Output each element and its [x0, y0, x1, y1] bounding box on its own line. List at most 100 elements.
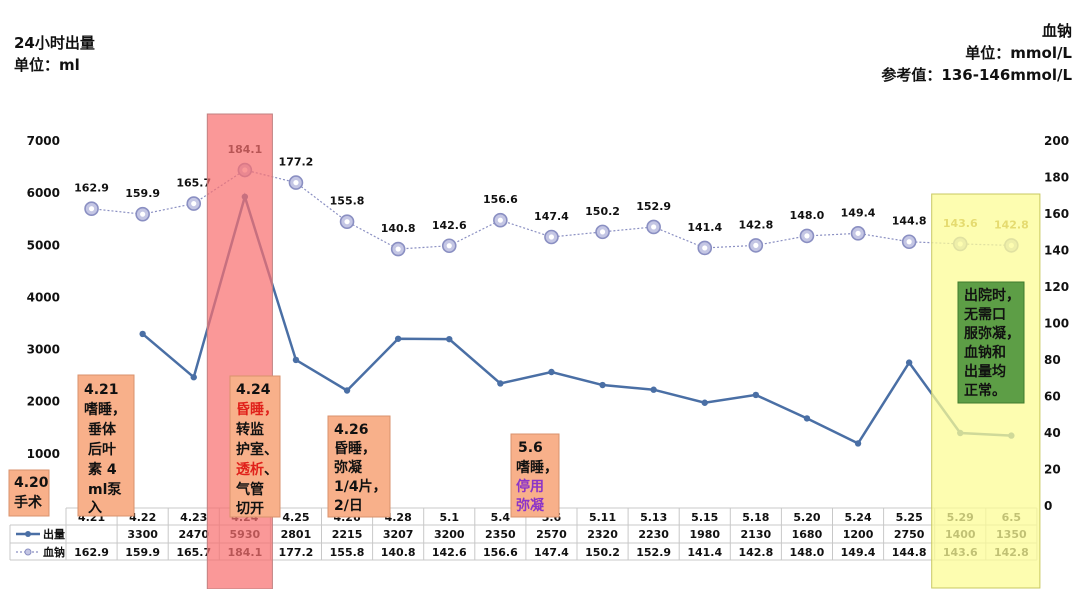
note-5-6: 5.6 嗜睡， 停用 弥凝: [510, 433, 560, 518]
table-cell: 141.4: [687, 546, 722, 559]
output-point: [497, 380, 504, 387]
sodium-data-label: 159.9: [125, 187, 160, 200]
left-axis-tick-label: 2000: [27, 395, 60, 409]
left-axis-unit: 单位：ml: [14, 56, 80, 74]
note-discharge-line: 血钠和: [964, 344, 1006, 361]
legend-marker-sodium: [24, 548, 32, 556]
sodium-point-core: [548, 234, 555, 240]
output-point: [650, 386, 657, 393]
x-axis-tick-label: 5.18: [742, 511, 769, 524]
note-4-26-line: 弥凝: [334, 459, 363, 476]
x-axis-tick-label: 4.25: [282, 511, 309, 524]
note-discharge-line: 出量均: [964, 363, 1006, 380]
note-4-20-text: 手术: [14, 494, 42, 511]
table-cell: 142.6: [432, 546, 467, 559]
note-4-21: 4.21 嗜睡， 垂体 后叶 素 4 ml泵 入: [77, 374, 135, 517]
output-point: [752, 391, 760, 399]
note-4-24-date: 4.24: [236, 382, 271, 398]
sodium-point-core: [855, 230, 861, 236]
table-cell: 1980: [689, 528, 720, 541]
sodium-point-core: [88, 206, 95, 212]
note-discharge-line: 服弥凝，: [964, 325, 1020, 342]
right-axis-title: 血钠: [1042, 22, 1072, 40]
output-point: [139, 330, 146, 338]
highlight-4-24: [206, 113, 273, 590]
table-cell: 1200: [843, 528, 874, 541]
sodium-point-core: [191, 200, 197, 207]
output-point: [701, 399, 708, 406]
sodium-data-label: 142.6: [432, 219, 467, 232]
note-4-24-line: 转监: [236, 421, 264, 438]
sodium-data-label: 155.8: [330, 195, 365, 208]
sodium-point-core: [702, 245, 708, 251]
note-discharge-line: 无需口: [963, 306, 1006, 323]
sodium-point-core: [753, 242, 759, 248]
sodium-point-core: [140, 211, 146, 217]
table-cell: 165.7: [176, 546, 211, 559]
table-cell: 3207: [383, 528, 414, 541]
sodium-data-label: 177.2: [279, 156, 314, 169]
sodium-data-label: 147.4: [534, 210, 569, 223]
sodium-point-core: [599, 229, 606, 235]
left-axis-tick-label: 4000: [27, 290, 60, 304]
output-point: [446, 335, 453, 343]
sodium-data-label: 140.8: [381, 222, 416, 235]
table-cell: 148.0: [790, 546, 825, 559]
sodium-data-label: 150.2: [585, 205, 620, 218]
table-cell: 2470: [178, 528, 209, 541]
note-4-20-date: 4.20: [14, 475, 49, 491]
table-cell: 2230: [638, 528, 669, 541]
table-cell: 159.9: [125, 546, 160, 559]
left-axis-tick-label: 5000: [27, 238, 60, 252]
left-axis-title: 24小时出量: [14, 34, 95, 52]
left-axis-tick-label: 6000: [27, 186, 60, 200]
x-axis-tick-label: 5.13: [640, 511, 667, 524]
right-axis-tick-label: 20: [1044, 463, 1061, 477]
sodium-point-core: [344, 219, 350, 225]
note-4-20: 4.20 手术: [8, 469, 50, 517]
x-axis-tick-label: 5.25: [896, 511, 923, 524]
left-axis-ticks: 1000 2000 3000 4000 5000 6000 7000: [27, 134, 60, 461]
note-4-26-line: 1/4片，: [334, 478, 387, 495]
table-cell: 2801: [281, 528, 312, 541]
note-4-24-sep: 、: [264, 462, 278, 478]
note-5-6-line: 嗜睡，: [516, 459, 558, 476]
left-axis-tick-label: 3000: [27, 343, 60, 357]
sodium-data-label: 152.9: [636, 200, 671, 213]
note-4-21-line: 垂体: [88, 421, 117, 438]
table-cell: 156.6: [483, 546, 518, 559]
note-4-26-line: 昏睡，: [334, 440, 376, 457]
table-cell: 2130: [741, 528, 772, 541]
note-4-24-line: 护室、: [236, 441, 278, 458]
table-cell: 2570: [536, 528, 567, 541]
sodium-data-label: 141.4: [687, 221, 722, 234]
right-axis-reference: 参考值：136-146mmol/L: [881, 66, 1072, 84]
table-cell: 140.8: [381, 546, 416, 559]
left-axis-tick-label: 7000: [27, 134, 60, 148]
table-cell: 152.9: [636, 546, 671, 559]
note-4-21-line: 入: [88, 500, 102, 516]
note-4-24-red2: 透析: [236, 461, 264, 478]
note-4-24: 4.24 昏睡， 转监 护室、 透析、 气管 切开: [229, 375, 281, 518]
output-line: [141, 192, 1012, 446]
x-axis-tick-label: 4.23: [180, 511, 207, 524]
table-cell: 150.2: [585, 546, 620, 559]
table-cell: 2350: [485, 528, 516, 541]
table-cell: 3200: [434, 528, 465, 541]
note-discharge-line: 正常。: [964, 382, 1006, 399]
right-axis-tick-label: 60: [1044, 390, 1061, 404]
output-point: [548, 368, 555, 376]
output-point: [190, 374, 197, 381]
sodium-data-label: 156.6: [483, 193, 518, 206]
series-output: [139, 192, 1015, 447]
right-axis-tick-label: 120: [1044, 280, 1069, 294]
note-4-24-line: 切开: [236, 501, 264, 517]
x-axis-tick-label: 4.22: [129, 511, 156, 524]
legend-marker-output: [25, 531, 31, 537]
output-point: [599, 381, 606, 389]
sodium-point-core: [446, 243, 452, 249]
note-4-24-line: 气管: [235, 481, 264, 498]
right-axis-tick-label: 160: [1044, 207, 1069, 221]
output-point: [854, 440, 862, 447]
table-cell: 2320: [587, 528, 618, 541]
